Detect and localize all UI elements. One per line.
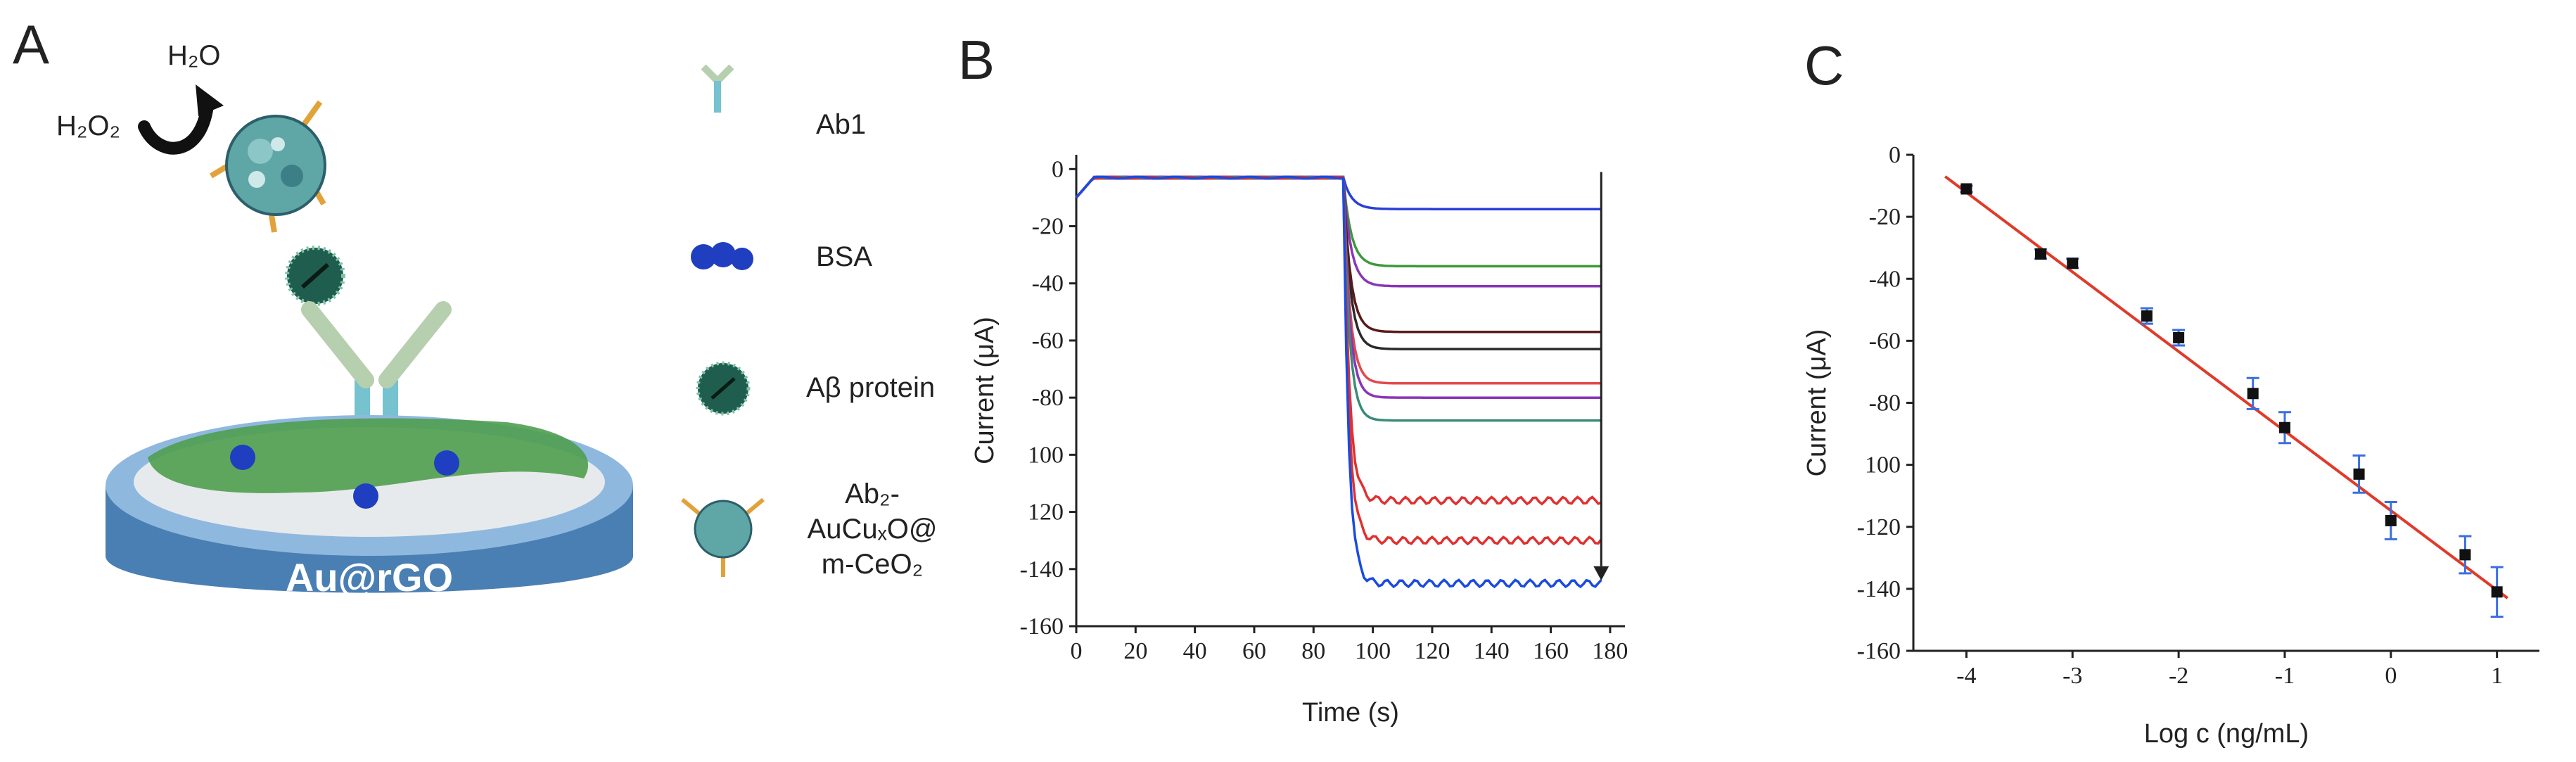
legend-abeta-icon [696, 361, 751, 416]
chart-c: 0 -20 -40 -60 -80 100 -120 -140 -160 -4 -3 -2 -1 0 1 Lo… [1802, 142, 2539, 749]
y-axis-title: Current (μA) [1802, 329, 1832, 477]
y-tick-label: 100 [1865, 452, 1901, 478]
panel-a-letter: A [13, 13, 49, 75]
legend-bsa-icon [691, 242, 753, 270]
legend-label-ab2-line2: AuCuₓO@ [808, 514, 938, 545]
data-point [2173, 331, 2185, 343]
x-tick-label: 100 [1355, 638, 1391, 664]
y-tick-label: -160 [1857, 638, 1901, 664]
x-tick-label: -1 [2275, 663, 2295, 689]
abeta-protein-icon [285, 246, 345, 306]
legend-label-ab2-line3: m-CeO₂ [822, 549, 923, 580]
chart-b: 0 -20 -40 -60 -80 100 120 -140 -160 0 20 40 60 80 100 1… [970, 155, 1628, 728]
y-tick-label: -140 [1020, 557, 1064, 583]
series-line-curve5 [1075, 175, 1602, 350]
trend-arrow-head-icon [1593, 566, 1609, 581]
legend-ab2-icon [681, 497, 765, 577]
panel-b: B 0 -20 -40 -60 -80 100 120 -140 -160 0 20 40 60 80 10… [958, 29, 1628, 728]
data-point [2353, 468, 2365, 480]
x-tick-label: -2 [2169, 663, 2188, 689]
x-tick-label: 20 [1123, 638, 1147, 664]
water-label: H₂O [167, 40, 221, 71]
legend-label-ab1: Ab1 [816, 109, 866, 140]
x-tick-label: 40 [1183, 638, 1207, 664]
data-point [2385, 514, 2397, 526]
y-tick-label: -20 [1869, 204, 1901, 230]
y-tick-label: -80 [1869, 390, 1901, 417]
x-tick-label: 160 [1533, 638, 1569, 664]
y-tick-label: 0 [1052, 156, 1064, 182]
x-tick-label: 120 [1414, 638, 1450, 664]
data-point [2278, 421, 2290, 433]
series-line-curve6 [1075, 175, 1602, 385]
electrode-label: Au@rGO [286, 555, 453, 599]
y-tick-label: -60 [1032, 328, 1064, 354]
reaction-arrow-icon [138, 99, 214, 155]
panel-c: C 0 -20 -40 -60 -80 100 -120 -140 -160 -4 -3 -2 -1 0 1… [1802, 34, 2539, 749]
x-axis-title: Log c (ng/mL) [2144, 719, 2309, 749]
legend-ab1-icon [701, 64, 734, 113]
y-tick-label: -160 [1020, 614, 1064, 640]
data-point [2247, 388, 2259, 400]
x-tick-label: 140 [1474, 638, 1510, 664]
y-tick-label: 120 [1028, 500, 1064, 526]
y-tick-label: -120 [1857, 514, 1901, 540]
legend-label-ab2-line1: Ab₂- [845, 478, 900, 509]
x-tick-label: -3 [2062, 663, 2082, 689]
y-tick-label: 0 [1889, 142, 1901, 168]
legend-label-abeta: Aβ protein [806, 372, 935, 403]
series-line-curve3 [1075, 175, 1602, 288]
x-axis-title: Time (s) [1302, 698, 1399, 728]
y-tick-label: -60 [1869, 328, 1901, 354]
reaction-arrow-head-icon [196, 84, 224, 116]
data-point [2035, 248, 2047, 260]
fit-line [1944, 175, 2508, 599]
series-line-curve10 [1075, 175, 1602, 546]
peroxide-label: H₂O₂ [56, 110, 120, 141]
panel-c-letter: C [1804, 34, 1844, 96]
x-tick-label: 0 [1071, 638, 1083, 664]
panel-a: A H₂O H₂O₂ [13, 13, 937, 599]
electrode-disk: Au@rGO [106, 415, 633, 599]
series-line-curve11 [1075, 175, 1602, 589]
series-line-curve9 [1075, 175, 1602, 506]
x-tick-label: 180 [1592, 638, 1628, 664]
x-tick-label: 0 [2385, 663, 2397, 689]
y-axis-title: Current (μA) [970, 317, 1000, 464]
data-point [1960, 183, 1972, 195]
y-tick-label: -40 [1032, 271, 1064, 297]
legend-label-bsa: BSA [816, 241, 872, 272]
y-tick-label: 100 [1028, 442, 1064, 468]
series-line-curve2 [1075, 175, 1602, 268]
data-point [2067, 258, 2079, 269]
x-tick-label: 80 [1301, 638, 1325, 664]
x-tick-label: 1 [2491, 663, 2503, 689]
x-tick-label: -4 [1956, 663, 1976, 689]
series-line-curve4 [1075, 175, 1602, 334]
data-point [2459, 549, 2471, 561]
y-tick-label: -80 [1032, 385, 1064, 411]
y-tick-label: -40 [1869, 266, 1901, 292]
y-tick-label: -140 [1857, 576, 1901, 602]
series-line-curve1 [1075, 175, 1602, 210]
ab2-nanocomposite-icon [209, 100, 326, 233]
data-point [2141, 310, 2153, 322]
panel-b-letter: B [958, 29, 995, 91]
legend: Ab1 BSA Aβ protein Ab₂- AuCuₓO@ m-CeO₂ [681, 64, 938, 580]
data-point [2491, 586, 2503, 598]
x-tick-label: 60 [1242, 638, 1266, 664]
y-tick-label: -20 [1032, 214, 1064, 240]
